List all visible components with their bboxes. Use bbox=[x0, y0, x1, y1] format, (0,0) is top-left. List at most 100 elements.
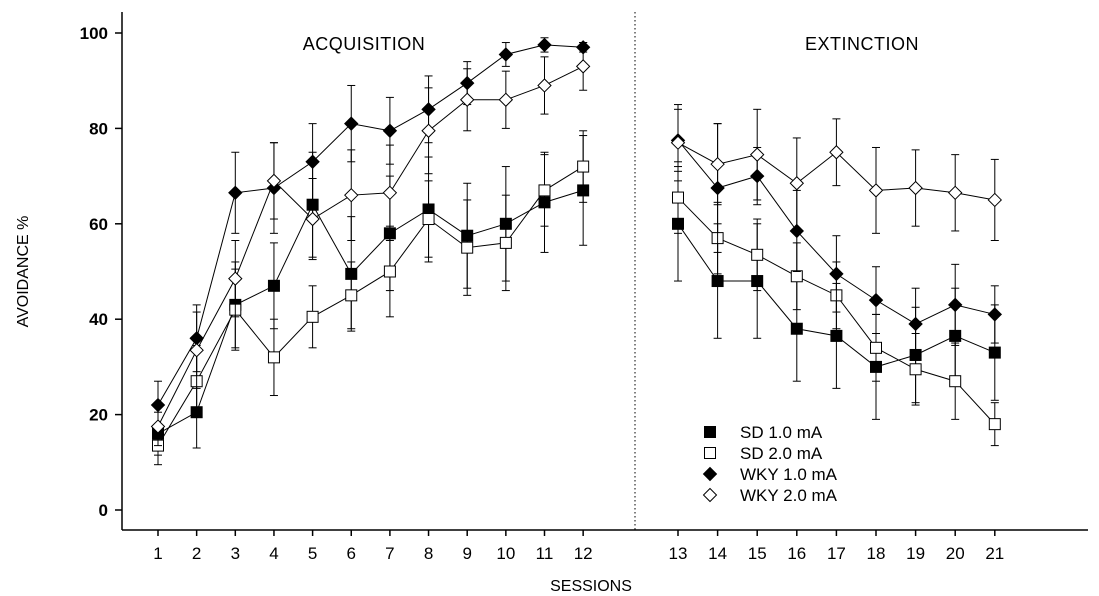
data-point-wky-1-0-ma bbox=[537, 37, 552, 53]
data-point-wky-2-0-ma bbox=[575, 59, 591, 74]
data-point-wky-1-0-ma bbox=[228, 185, 243, 201]
x-tick-label: 18 bbox=[867, 544, 886, 563]
series-line-sd-2-0-ma-acquisition bbox=[157, 166, 584, 446]
y-tick-label: 100 bbox=[80, 24, 108, 43]
x-tick-label: 6 bbox=[347, 544, 356, 563]
data-point-sd-2-0-ma bbox=[672, 191, 684, 204]
x-tick-label: 12 bbox=[574, 544, 593, 563]
x-tick-label: 10 bbox=[496, 544, 515, 563]
legend-marker bbox=[702, 466, 718, 482]
data-point-sd-2-0-ma bbox=[461, 241, 474, 254]
x-tick-label: 16 bbox=[787, 544, 806, 563]
data-point-wky-2-0-ma bbox=[710, 156, 725, 172]
series-layer bbox=[150, 37, 1003, 466]
legend-label: SD 2.0 mA bbox=[740, 444, 823, 463]
x-tick-label: 8 bbox=[424, 544, 433, 563]
series-sd-1-0-ma bbox=[152, 135, 1001, 456]
data-point-wky-2-0-ma bbox=[947, 185, 963, 201]
x-tick-label: 2 bbox=[192, 544, 201, 563]
x-axis-title: SESSIONS bbox=[550, 578, 632, 595]
data-point-sd-2-0-ma bbox=[909, 363, 922, 376]
data-point-sd-2-0-ma bbox=[267, 351, 280, 364]
series-line-wky-1-0-ma-acquisition bbox=[157, 44, 584, 406]
phase-label-extinction: EXTINCTION bbox=[805, 34, 919, 54]
data-point-wky-1-0-ma bbox=[382, 123, 398, 138]
legend-label: WKY 1.0 mA bbox=[740, 465, 838, 484]
y-tick-label: 40 bbox=[89, 310, 108, 329]
data-point-sd-2-0-ma bbox=[538, 184, 551, 197]
x-tick-label: 20 bbox=[946, 544, 965, 563]
data-point-sd-2-0-ma bbox=[870, 341, 882, 354]
data-point-wky-2-0-ma bbox=[459, 92, 475, 107]
data-point-wky-2-0-ma bbox=[749, 147, 765, 162]
x-tick-label: 4 bbox=[269, 544, 278, 563]
data-point-sd-2-0-ma bbox=[751, 248, 764, 261]
data-point-wky-1-0-ma bbox=[987, 307, 1003, 322]
y-tick-label: 60 bbox=[89, 215, 108, 234]
data-point-wky-2-0-ma bbox=[382, 185, 398, 201]
data-point-wky-2-0-ma bbox=[868, 183, 884, 198]
data-point-sd-2-0-ma bbox=[422, 213, 435, 226]
data-point-sd-1-0-ma bbox=[711, 275, 724, 288]
data-point-wky-1-0-ma bbox=[908, 316, 923, 332]
series-sd-2-0-ma bbox=[152, 130, 1001, 466]
data-point-wky-2-0-ma bbox=[344, 187, 359, 203]
y-tick-label: 0 bbox=[99, 501, 108, 520]
legend-marker bbox=[704, 447, 716, 459]
data-point-sd-1-0-ma bbox=[790, 322, 803, 335]
data-point-sd-1-0-ma bbox=[988, 346, 1001, 359]
data-point-sd-2-0-ma bbox=[577, 160, 590, 173]
data-point-wky-2-0-ma bbox=[789, 176, 805, 191]
x-tick-label: 13 bbox=[669, 544, 688, 563]
legend-marker bbox=[704, 426, 716, 438]
data-point-wky-2-0-ma bbox=[266, 173, 282, 189]
legend-label: WKY 2.0 mA bbox=[740, 486, 838, 505]
x-tick-label: 9 bbox=[462, 544, 471, 563]
data-point-wky-1-0-ma bbox=[868, 292, 884, 308]
data-point-wky-2-0-ma bbox=[908, 180, 923, 196]
x-tick-label: 5 bbox=[308, 544, 317, 563]
data-point-wky-2-0-ma bbox=[987, 192, 1003, 208]
data-point-wky-2-0-ma bbox=[537, 78, 552, 93]
legend-item-sd-2-0-ma: SD 2.0 mA bbox=[704, 444, 823, 463]
data-point-wky-1-0-ma bbox=[789, 223, 805, 239]
data-point-sd-2-0-ma bbox=[949, 375, 962, 388]
x-tick-label: 15 bbox=[748, 544, 767, 563]
data-point-sd-2-0-ma bbox=[306, 310, 319, 323]
x-tick-label: 7 bbox=[385, 544, 394, 563]
data-point-wky-2-0-ma bbox=[305, 211, 320, 227]
legend: SD 1.0 mA SD 2.0 mA WKY 1.0 mA WKY 2.0 mA bbox=[702, 423, 838, 505]
data-point-sd-2-0-ma bbox=[790, 270, 803, 283]
data-point-wky-2-0-ma bbox=[829, 145, 844, 160]
legend-label: SD 1.0 mA bbox=[740, 423, 823, 442]
data-point-sd-2-0-ma bbox=[383, 265, 396, 278]
legend-item-wky-1-0-ma: WKY 1.0 mA bbox=[702, 465, 838, 484]
series-line-wky-2-0-ma-acquisition bbox=[157, 65, 584, 427]
series-wky-2-0-ma bbox=[150, 42, 1003, 447]
y-tick-label: 80 bbox=[89, 119, 108, 138]
data-point-sd-1-0-ma bbox=[267, 279, 280, 292]
x-tick-label: 3 bbox=[231, 544, 240, 563]
x-tick-label: 1 bbox=[153, 544, 162, 563]
data-point-sd-2-0-ma bbox=[345, 289, 358, 302]
x-tick-label: 11 bbox=[536, 544, 554, 563]
data-point-sd-1-0-ma bbox=[830, 329, 843, 342]
x-tick-label: 17 bbox=[827, 544, 846, 563]
series-line-sd-1-0-ma-acquisition bbox=[157, 189, 584, 435]
y-axis-title: AVOIDANCE % bbox=[15, 216, 32, 328]
legend-item-sd-1-0-ma: SD 1.0 mA bbox=[704, 423, 823, 442]
phase-label-acquisition: ACQUISITION bbox=[303, 34, 426, 54]
x-tick-label: 21 bbox=[985, 544, 1004, 563]
data-point-wky-2-0-ma bbox=[150, 419, 166, 434]
data-point-sd-2-0-ma bbox=[988, 418, 1001, 431]
data-point-wky-2-0-ma bbox=[498, 92, 514, 107]
data-point-wky-2-0-ma bbox=[421, 123, 436, 138]
x-tick-label: 14 bbox=[708, 544, 727, 563]
data-point-wky-2-0-ma bbox=[228, 271, 243, 286]
data-point-sd-2-0-ma bbox=[499, 236, 512, 249]
data-point-wky-1-0-ma bbox=[947, 297, 963, 313]
x-tick-label: 19 bbox=[906, 544, 925, 563]
legend-item-wky-2-0-ma: WKY 2.0 mA bbox=[702, 486, 838, 505]
